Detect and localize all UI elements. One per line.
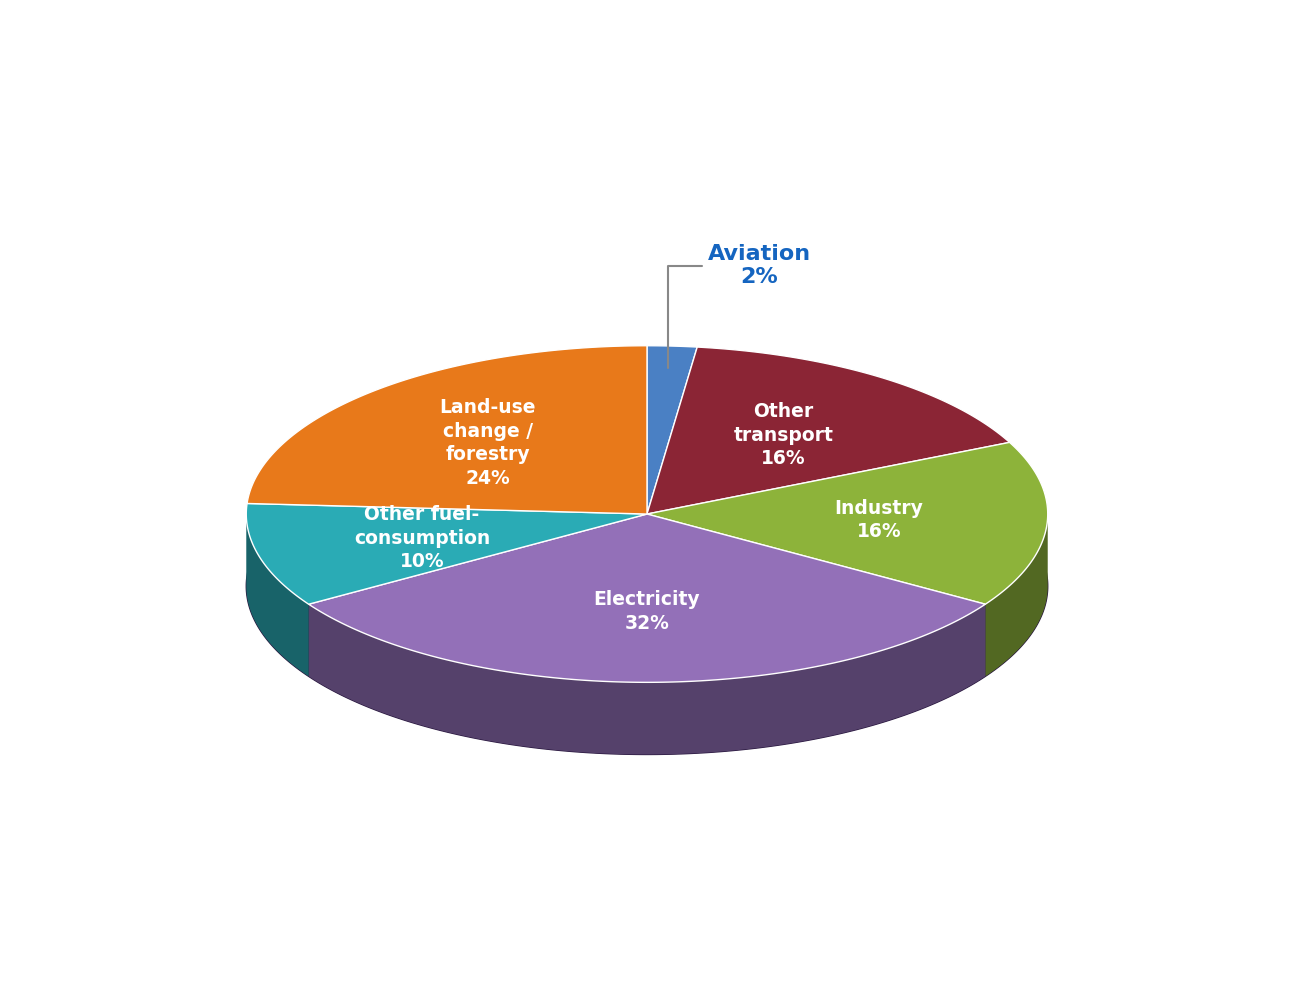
- Polygon shape: [647, 347, 1009, 514]
- Polygon shape: [246, 504, 647, 605]
- Polygon shape: [647, 443, 1048, 605]
- Polygon shape: [246, 418, 1048, 755]
- Polygon shape: [246, 515, 309, 677]
- Polygon shape: [309, 605, 985, 755]
- Text: Other fuel-
consumption
10%: Other fuel- consumption 10%: [353, 505, 490, 571]
- Polygon shape: [309, 514, 985, 683]
- Polygon shape: [985, 514, 1048, 677]
- Text: Aviation
2%: Aviation 2%: [669, 244, 811, 369]
- Text: Electricity
32%: Electricity 32%: [594, 591, 700, 633]
- Text: Industry
16%: Industry 16%: [835, 499, 924, 541]
- Polygon shape: [247, 346, 647, 514]
- Text: Other
transport
16%: Other transport 16%: [734, 402, 833, 468]
- Polygon shape: [647, 346, 697, 514]
- Text: Land-use
change /
forestry
24%: Land-use change / forestry 24%: [440, 398, 536, 488]
